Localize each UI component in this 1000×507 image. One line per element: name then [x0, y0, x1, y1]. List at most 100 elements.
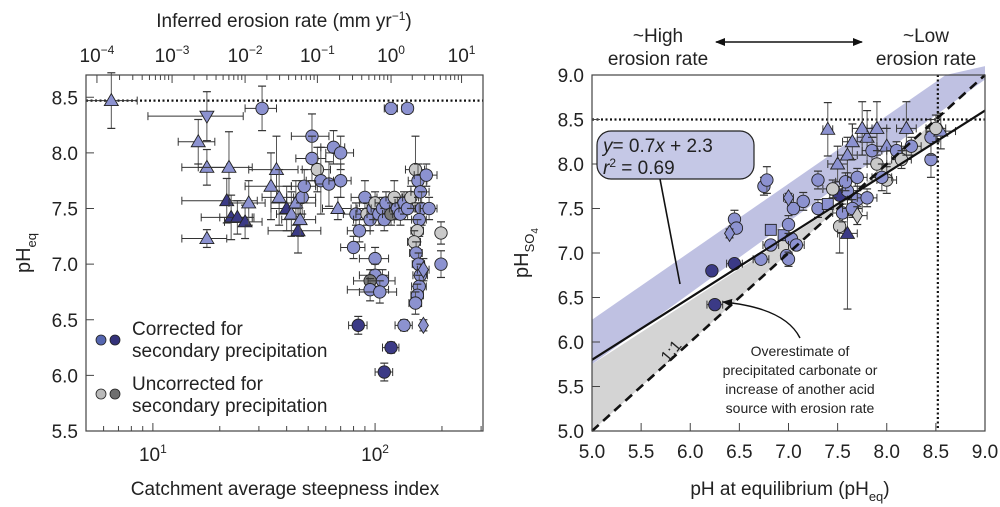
x-tick-label: 5.5: [628, 442, 654, 463]
data-point: [147, 91, 244, 142]
marker: [255, 101, 269, 116]
marker: [384, 101, 398, 116]
data-point: [181, 229, 228, 249]
marker: [434, 257, 448, 271]
marker: [839, 147, 856, 161]
marker: [295, 190, 309, 205]
data-point: [197, 131, 253, 204]
marker: [400, 101, 415, 116]
marker: [373, 285, 387, 299]
data-point: [358, 280, 398, 304]
data-point: [408, 291, 423, 315]
top-tick-label: 10−3: [155, 43, 190, 67]
y-tick-label: 6.0: [52, 366, 78, 387]
marker: [850, 170, 864, 185]
high-erosion-label-1: ~High: [633, 26, 683, 47]
data-point: [394, 318, 413, 332]
left-x-axis-label: Catchment average steepness index: [131, 479, 440, 500]
data-point: [322, 196, 352, 221]
marker: [368, 251, 382, 266]
data-point: [871, 163, 893, 192]
marker: [860, 191, 874, 205]
data-point: [835, 172, 856, 192]
data-point: [820, 101, 836, 157]
data-point: [223, 204, 263, 240]
right-x-axis-label: pH at equilibrium (pHeq): [690, 479, 889, 504]
right-panel: ~High erosion rate ~Low erosion rate 5.0…: [511, 26, 998, 504]
data-point: [348, 315, 368, 335]
data-point: [244, 85, 277, 132]
top-tick-label: 101: [448, 43, 476, 67]
marker: [305, 151, 319, 166]
marker: [764, 223, 777, 236]
data-point: [705, 264, 719, 278]
y-tick-label: 8.5: [52, 88, 78, 109]
x-tick-label: 102: [361, 442, 389, 466]
one-to-one-line: [591, 74, 986, 432]
marker: [786, 201, 801, 216]
marker: [859, 129, 875, 143]
y-tick-label: 7.0: [558, 244, 584, 265]
data-point: [340, 235, 366, 260]
data-point: [724, 224, 736, 243]
marker: [844, 133, 861, 148]
marker: [221, 159, 237, 173]
x-tick-label: 8.5: [923, 442, 949, 463]
x-tick-label: 7.5: [824, 442, 850, 463]
marker: [838, 175, 853, 189]
y-tick-label: 5.5: [558, 378, 584, 399]
y-tick-label: 9.0: [558, 66, 584, 87]
data-point: [811, 170, 825, 190]
left-panel: Inferred erosion rate (mm yr−1) 10−4 10−3…: [13, 9, 484, 500]
marker: [781, 252, 796, 266]
marker: [103, 92, 120, 107]
y-tick-label: 8.5: [558, 111, 584, 132]
marker: [434, 226, 448, 240]
marker: [929, 121, 943, 136]
legend-marker-corrected-light: [95, 334, 107, 346]
data-point: [248, 135, 299, 204]
data-point: [383, 101, 398, 116]
data-point: [177, 118, 216, 165]
marker: [781, 217, 796, 232]
top-tick-label: 100: [377, 43, 405, 67]
legend-entry-uncorrected: Uncorrected for secondary precipitation: [95, 374, 327, 417]
y-tick-label: 5.0: [558, 422, 584, 443]
marker: [283, 206, 300, 220]
left-top-axis-label: Inferred erosion rate (mm yr−1): [156, 9, 411, 32]
marker: [351, 318, 365, 332]
data-point: [786, 201, 801, 216]
data-point: [290, 168, 317, 204]
data-point: [400, 101, 415, 116]
legend-label-uncorrected-1: Uncorrected for: [132, 374, 264, 395]
data-point: [782, 188, 795, 207]
marker: [851, 206, 863, 225]
marker: [352, 224, 367, 238]
marker: [417, 260, 429, 279]
data-point: [434, 221, 448, 245]
marker: [839, 225, 856, 239]
right-plot-area: [591, 66, 986, 432]
marker: [408, 296, 423, 310]
right-ticks: 5.0 5.5 6.0 6.5 7.0 7.5 8.0 8.5 9.0 5.0 5.5 6.0 6.5 7…: [558, 66, 999, 463]
left-plot-area: [85, 72, 483, 382]
data-point: [764, 223, 777, 236]
data-point: [925, 114, 947, 143]
data-point: [760, 166, 774, 194]
marker: [271, 189, 287, 203]
marker: [199, 110, 215, 125]
data-point: [842, 123, 863, 161]
data-point: [419, 196, 438, 221]
top-tick-label: 10−1: [300, 43, 335, 67]
left-top-tick-labels: 10−4 10−3 10−2 10−1 100 101: [80, 43, 476, 67]
marker: [346, 240, 361, 255]
marker: [820, 121, 836, 135]
fit-equation-box: y= 0.7x + 2.3 r2 = 0.69: [596, 130, 755, 180]
legend-entry-corrected: Corrected for secondary precipitation: [95, 319, 327, 362]
x-tick-label: 7.0: [775, 442, 801, 463]
marker: [419, 168, 433, 182]
marker: [826, 182, 840, 196]
marker: [727, 257, 742, 271]
data-point: [846, 206, 868, 226]
